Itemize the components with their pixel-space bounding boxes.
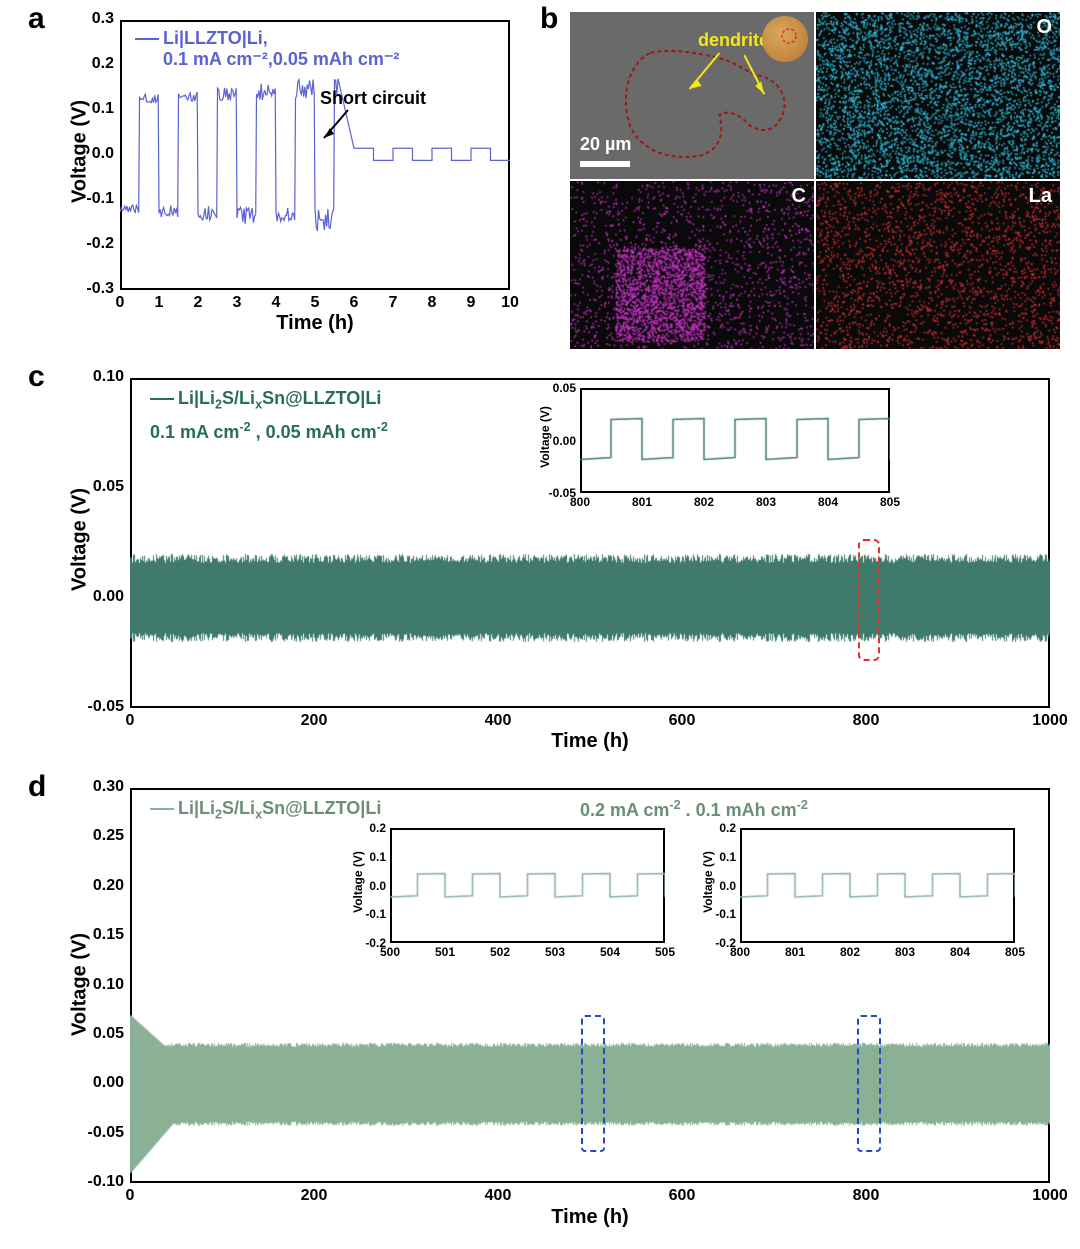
panel-d-xtick: 200 [294, 1187, 334, 1205]
panel-d-inset-xtick: 503 [541, 945, 569, 959]
panel-c-inset-xtick: 805 [876, 495, 904, 509]
panel-a-xtick: 5 [305, 294, 325, 312]
panel-c-xtick: 600 [662, 712, 702, 730]
panel-a-arrow [318, 108, 358, 148]
panel-d-inset-xtick: 804 [946, 945, 974, 959]
panel-b-label: b [540, 2, 558, 36]
panel-c-legend1: Li|Li2S/LixSn@LLZTO|Li [150, 388, 381, 412]
panel-d-xlabel: Time (h) [130, 1206, 1050, 1229]
panel-c-inset-ylabel: Voltage (V) [538, 387, 552, 487]
panel-d-xtick: 400 [478, 1187, 518, 1205]
panel-a-ytick: -0.3 [64, 280, 114, 298]
panel-c-legend1-text: Li|Li2S/LixSn@LLZTO|Li [178, 388, 381, 408]
panel-a-ylabel: Voltage (V) [69, 92, 92, 212]
map-O-label: O [1036, 16, 1052, 39]
panel-b-map-O: O [816, 12, 1060, 179]
panel-d-inset-xtick: 504 [596, 945, 624, 959]
panel-d-inset-xtick: 805 [1001, 945, 1029, 959]
panel-d-label: d [28, 770, 46, 804]
panel-a-xtick: 4 [266, 294, 286, 312]
panel-d-ylabel: Voltage (V) [69, 915, 92, 1055]
panel-d-inset-xtick: 801 [781, 945, 809, 959]
map-La-label: La [1029, 185, 1052, 208]
panel-a-xtick: 0 [110, 294, 130, 312]
scale-bar-line [580, 161, 630, 167]
panel-d-inset-ytick: -0.2 [708, 936, 736, 950]
map-O-canvas [816, 12, 1060, 179]
panel-c-ylabel: Voltage (V) [69, 470, 92, 610]
panel-c-inset-xtick: 801 [628, 495, 656, 509]
map-C-label: C [792, 185, 806, 208]
panel-c-label: c [28, 360, 45, 394]
panel-d-inset-xtick: 802 [836, 945, 864, 959]
panel-a-annotation: Short circuit [320, 88, 426, 109]
panel-c-xtick: 800 [846, 712, 886, 730]
panel-d-highlight-2 [857, 1015, 881, 1152]
panel-d-ytick: 0.25 [64, 827, 124, 845]
map-La-canvas [816, 181, 1060, 348]
panel-a-ytick: 0.2 [64, 55, 114, 73]
panel-d-inset-xtick: 501 [431, 945, 459, 959]
panel-d-xtick: 800 [846, 1187, 886, 1205]
inset-disc-circle [762, 16, 808, 62]
panel-c-inset-xtick: 802 [690, 495, 718, 509]
panel-d-inset2-canvas [740, 828, 1015, 943]
panel-d-inset-xtick: 803 [891, 945, 919, 959]
panel-b-map-C: C [570, 181, 814, 348]
panel-c-xlabel: Time (h) [130, 730, 1050, 753]
panel-c-xtick: 200 [294, 712, 334, 730]
panel-c-inset-xtick: 804 [814, 495, 842, 509]
panel-d-inset-xtick: 505 [651, 945, 679, 959]
panel-a-xlabel: Time (h) [120, 312, 510, 335]
panel-a-label: a [28, 2, 45, 36]
panel-a-xtick: 6 [344, 294, 364, 312]
panel-c-inset-xtick: 803 [752, 495, 780, 509]
panel-a-xtick: 8 [422, 294, 442, 312]
panel-d-inset1-canvas [390, 828, 665, 943]
dendrite-label: dendrite [698, 30, 769, 51]
figure-root: a -0.3-0.2-0.10.00.10.20.3 012345678910 … [0, 0, 1080, 1249]
panel-a-ytick: -0.2 [64, 235, 114, 253]
panel-d-inset-xtick: 502 [486, 945, 514, 959]
panel-d-legend1-text: Li|Li2S/LixSn@LLZTO|Li [178, 798, 381, 818]
panel-c-xtick: 0 [110, 712, 150, 730]
panel-d-ytick: 0.00 [64, 1074, 124, 1092]
panel-d-ytick: 0.20 [64, 877, 124, 895]
panel-a-xtick: 2 [188, 294, 208, 312]
panel-c-highlight [858, 539, 880, 661]
panel-a-ytick: 0.3 [64, 10, 114, 28]
panel-a-legend-line2: 0.1 mA cm⁻²,0.05 mAh cm⁻² [163, 49, 399, 69]
panel-c-inset-ytick: -0.05 [542, 486, 576, 500]
panel-d-legend1: Li|Li2S/LixSn@LLZTO|Li [150, 798, 381, 822]
panel-a-xtick: 9 [461, 294, 481, 312]
panel-d-chart: -0.10-0.050.000.050.100.150.200.250.30 0… [50, 778, 1060, 1238]
panel-c-xtick: 1000 [1030, 712, 1070, 730]
panel-c-xtick: 400 [478, 712, 518, 730]
panel-d-inset2-ylabel: Voltage (V) [701, 832, 715, 932]
panel-c-inset-canvas [580, 388, 890, 493]
panel-d-xtick: 0 [110, 1187, 150, 1205]
map-C-canvas [570, 181, 814, 348]
panel-a-chart: -0.3-0.2-0.10.00.10.20.3 012345678910 Vo… [50, 10, 520, 340]
panel-d-xtick: 1000 [1030, 1187, 1070, 1205]
panel-a-xtick: 3 [227, 294, 247, 312]
panel-a-xtick: 1 [149, 294, 169, 312]
panel-d-ytick: 0.30 [64, 778, 124, 796]
panel-a-legend: Li|LLZTO|Li, 0.1 mA cm⁻²,0.05 mAh cm⁻² [135, 28, 399, 70]
panel-c-chart: -0.050.000.050.10 02004006008001000 Volt… [50, 368, 1060, 758]
panel-d-inset1-ylabel: Voltage (V) [351, 832, 365, 932]
panel-a-xtick: 10 [500, 294, 520, 312]
panel-b-sem: dendrite 20 µm [570, 12, 814, 179]
panel-d-legend2: 0.2 mA cm-2 . 0.1 mAh cm-2 [580, 798, 808, 821]
scale-bar-text: 20 µm [580, 134, 631, 155]
panel-c-legend2: 0.1 mA cm-2 , 0.05 mAh cm-2 [150, 420, 388, 443]
panel-b-map-La: La [816, 181, 1060, 348]
panel-d-xtick: 600 [662, 1187, 702, 1205]
panel-c-ytick: 0.10 [64, 368, 124, 386]
panel-d-inset-ytick: -0.2 [358, 936, 386, 950]
panel-b-grid: dendrite 20 µm O C La [570, 12, 1060, 340]
panel-d-ytick: -0.05 [64, 1124, 124, 1142]
panel-a-xtick: 7 [383, 294, 403, 312]
panel-d-highlight-1 [581, 1015, 605, 1152]
